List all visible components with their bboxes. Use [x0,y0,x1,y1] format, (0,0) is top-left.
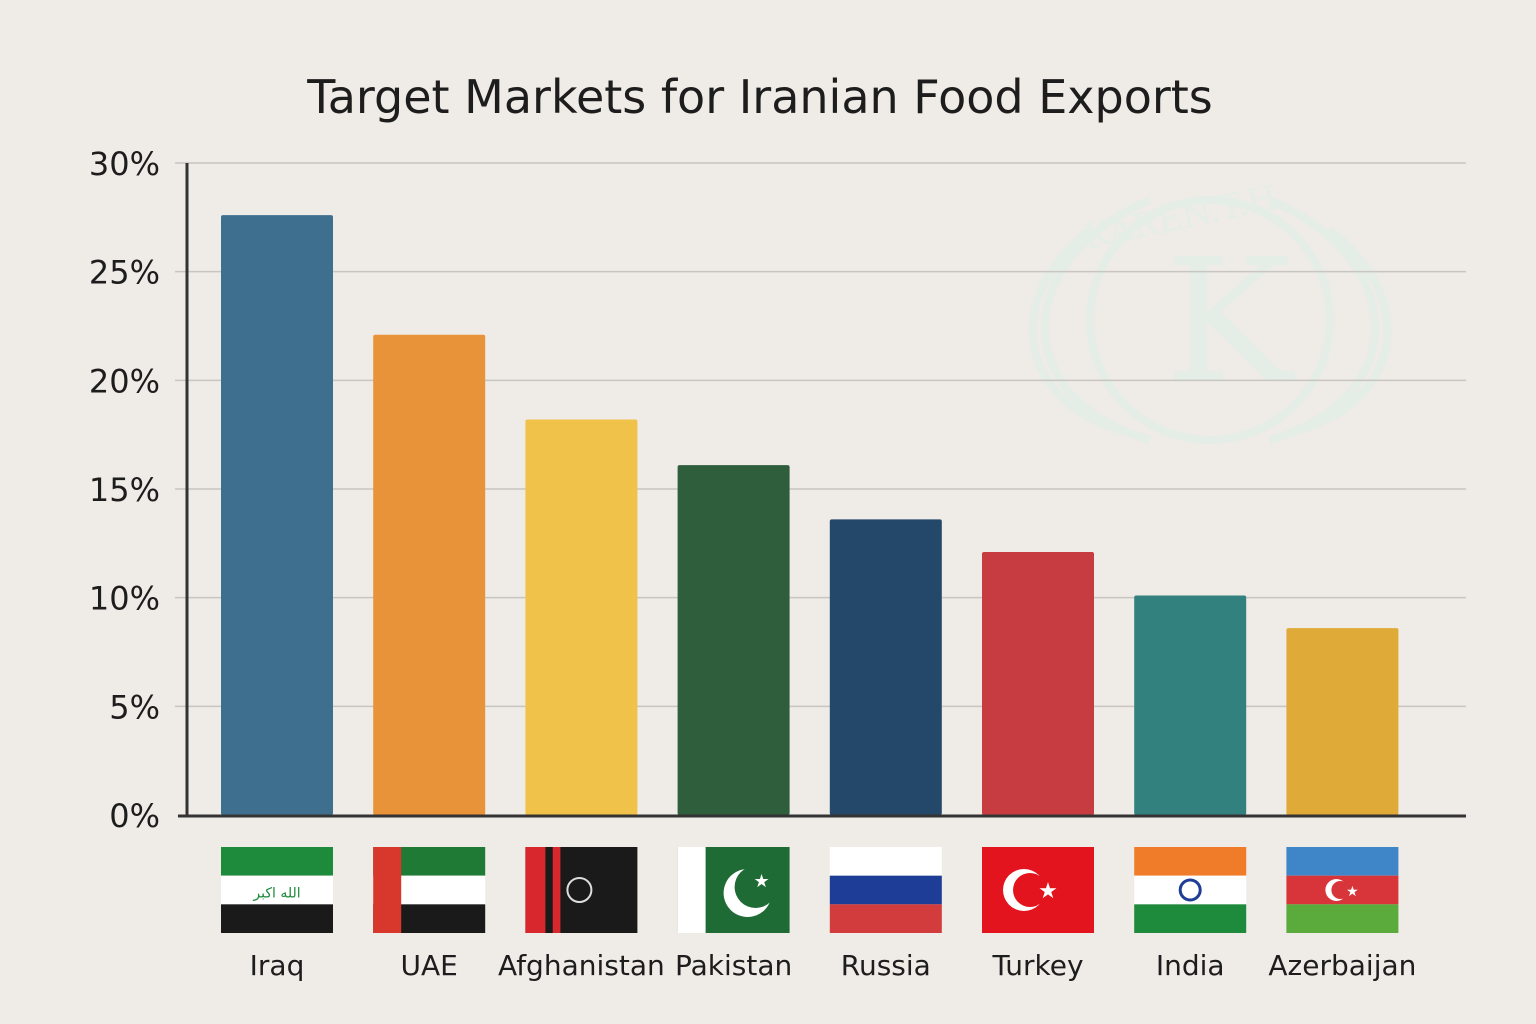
flag-emblem: الله اكبر [252,886,300,902]
chart-title: Target Markets for Iranian Food Exports [306,70,1213,124]
y-tick-label: 15% [89,471,160,509]
flag-stripe [373,847,402,933]
flag-emblem [566,877,593,903]
uae-flag-icon [373,847,486,933]
iraq-flag-icon: الله اكبر [221,847,333,933]
flag-stripe [560,847,638,933]
x-tick-label: Pakistan [675,949,792,982]
watermark-wings [1028,196,1392,444]
flag-emblem: ★ [1346,884,1359,900]
flag-stripe [677,847,706,933]
y-tick-label: 5% [109,688,160,726]
bar-afghanistan [525,419,638,815]
flag-stripe [221,847,333,876]
x-tick-label: Turkey [991,949,1083,982]
flag-stripe [525,847,546,933]
bar-russia [829,519,942,815]
y-axis-ticks: 0% 5% 10% 15% 20% 25% 30% [89,145,160,835]
flag-stripe [829,875,942,905]
bar-azerbaijan [1286,628,1399,815]
bar-iraq [221,215,333,815]
y-tick-label: 25% [89,254,160,292]
y-tick-label: 10% [89,580,160,618]
bar-india [1134,595,1247,815]
azerbaijan-flag-icon: ★ [1286,847,1399,933]
x-tick-label: India [1156,949,1225,982]
x-tick-label: Azerbaijan [1268,949,1416,982]
flag-emblem [1331,881,1350,899]
x-tick-label: Afghanistan [498,949,665,982]
flag-emblem: ★ [754,871,770,892]
flag-emblem [1178,878,1202,902]
afghanistan-flag-icon [525,847,638,933]
turkey-flag-icon: ★ [982,847,1094,933]
flag-stripe [829,847,942,876]
flag-stripe [221,875,333,905]
x-tick-label: Russia [841,949,931,982]
flag-stripe [1134,847,1247,876]
flag-emblem [734,866,777,908]
x-tick-label: UAE [401,949,458,982]
y-tick-label: 30% [89,145,160,183]
watermark-letter: K [1165,223,1295,421]
bars [221,215,1399,815]
watermark: K KAREN.T.H [1028,178,1392,444]
bar-pakistan [677,465,790,815]
flag-stripe [221,904,333,933]
watermark-ring [1086,196,1334,444]
flag-stripe [1286,904,1399,933]
russia-flag-icon [829,847,942,933]
pakistan-flag-icon: ★ [677,847,790,933]
y-tick-label: 20% [89,362,160,400]
flag-stripe [829,904,942,933]
x-axis-labels: Iraq UAE Afghanistan Pakistan Russia Turkey In… [250,949,1417,982]
bar-turkey [982,552,1094,815]
bar-uae [373,334,486,815]
y-tick-label: 0% [109,797,160,835]
flag-stripe [1134,904,1247,933]
x-tick-label: Iraq [250,949,305,982]
flag-stripe [1286,847,1399,876]
flag-emblem [1013,873,1047,907]
flags: الله اكبر ★ ★ ★ [221,847,1399,933]
flag-emblem: ★ [1038,879,1058,904]
india-flag-icon [1134,847,1247,933]
